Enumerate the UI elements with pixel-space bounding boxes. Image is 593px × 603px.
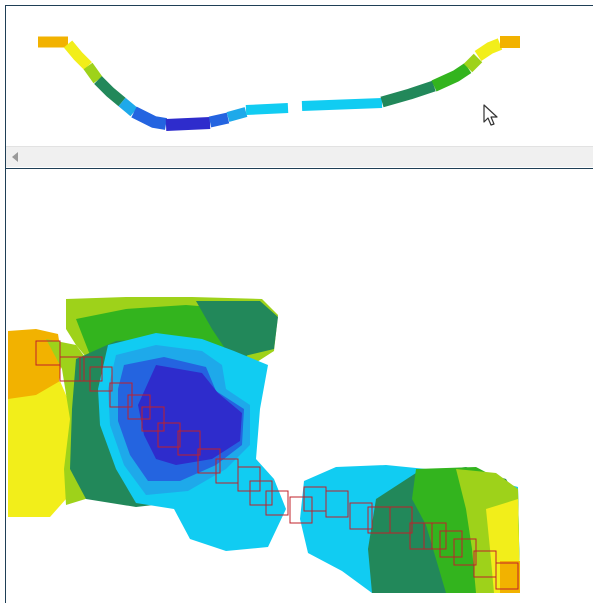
- profile-segment-lightblue-right: [226, 107, 248, 122]
- profile-segment-blue-right: [208, 112, 230, 128]
- survey-box[interactable]: [177, 430, 201, 456]
- profile-segment-indigo: [165, 117, 211, 131]
- survey-boxes: [35, 340, 519, 590]
- survey-box[interactable]: [265, 490, 289, 516]
- profile-segment-blue-left: [131, 106, 167, 130]
- survey-box[interactable]: [89, 366, 113, 392]
- survey-box[interactable]: [325, 490, 349, 518]
- profile-segment-yellowgreen-left: [83, 62, 103, 84]
- profile-view: [5, 5, 593, 168]
- survey-box[interactable]: [423, 522, 447, 550]
- survey-box[interactable]: [59, 356, 85, 382]
- survey-box[interactable]: [35, 340, 61, 366]
- survey-box[interactable]: [289, 496, 313, 524]
- profile-canvas: [38, 36, 520, 131]
- horizontal-scrollbar[interactable]: [6, 146, 593, 167]
- survey-box[interactable]: [409, 522, 433, 550]
- triangle-left-icon[interactable]: [12, 152, 18, 162]
- survey-box[interactable]: [453, 538, 477, 566]
- bathymetry-canvas: [8, 297, 520, 593]
- profile-ribbon: [38, 36, 520, 131]
- profile-segment-yellow-left: [63, 40, 92, 70]
- survey-box[interactable]: [237, 466, 261, 492]
- depth-zone-darkgreen-top: [196, 301, 278, 359]
- survey-box[interactable]: [249, 480, 273, 506]
- survey-box[interactable]: [79, 356, 103, 382]
- profile-segment-yellow-right: [474, 38, 503, 61]
- profile-segment-darkgreen-right: [380, 80, 436, 108]
- survey-box[interactable]: [495, 562, 519, 590]
- depth-zone-orange-right: [500, 561, 520, 593]
- survey-box[interactable]: [197, 448, 221, 474]
- survey-box[interactable]: [141, 406, 165, 432]
- survey-box[interactable]: [349, 502, 373, 530]
- profile-segment-darkgreen-left: [94, 76, 126, 107]
- profile-segment-yellowgreen-right: [463, 53, 483, 73]
- profile-segment-cyan-right: [301, 98, 383, 111]
- depth-zone-yellow-left: [8, 381, 74, 517]
- map-view: [5, 168, 593, 603]
- survey-box[interactable]: [157, 422, 181, 448]
- depth-zone-indigo-basin: [138, 365, 242, 465]
- profile-segment-cyan-left: [245, 103, 289, 115]
- survey-box[interactable]: [439, 530, 463, 558]
- profile-segment-lightblue-left: [118, 97, 138, 117]
- profile-segment-green-right: [431, 63, 472, 92]
- survey-box[interactable]: [389, 506, 413, 534]
- depth-shading: [8, 297, 520, 593]
